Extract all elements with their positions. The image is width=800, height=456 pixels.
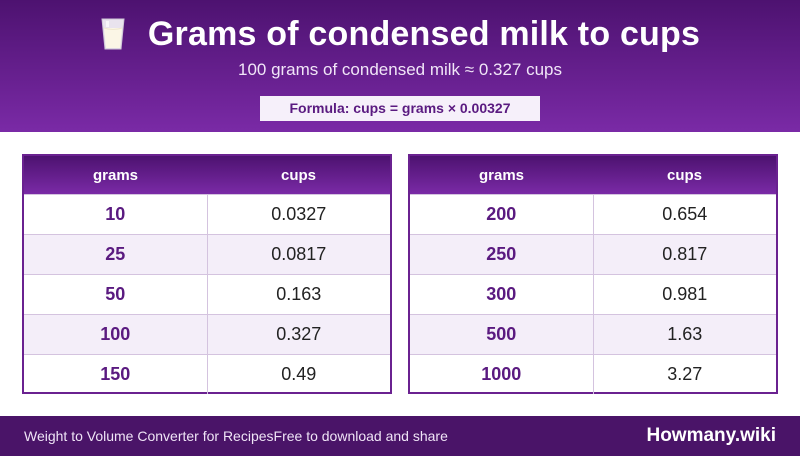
- table-row: 250 0.817: [410, 234, 776, 274]
- grams-cell: 10: [24, 195, 208, 234]
- grams-cell: 200: [410, 195, 594, 234]
- grams-cell: 500: [410, 315, 594, 354]
- grams-cell: 25: [24, 235, 208, 274]
- cups-cell: 0.817: [662, 244, 708, 264]
- table-row: 500 1.63: [410, 314, 776, 354]
- cups-cell: 0.49: [281, 364, 317, 384]
- milk-glass-icon: [101, 18, 125, 50]
- page-subtitle: 100 grams of condensed milk ≈ 0.327 cups: [237, 60, 562, 79]
- grams-cell: 250: [410, 235, 594, 274]
- cups-cell: 0.163: [276, 284, 322, 304]
- grams-cell: 50: [24, 275, 208, 314]
- cups-cell: 0.0817: [271, 244, 327, 264]
- table-row: 1000 3.27: [410, 354, 776, 394]
- table-row: 300 0.981: [410, 274, 776, 314]
- page-title: Grams of condensed milk to cups: [147, 14, 701, 53]
- title-row: Grams of condensed milk to cups: [0, 12, 800, 56]
- column-header-cups: cups: [666, 166, 702, 184]
- table-header: grams cups: [410, 156, 776, 194]
- table-row: 200 0.654: [410, 194, 776, 234]
- grams-cell: 300: [410, 275, 594, 314]
- cups-cell: 0.0327: [271, 204, 327, 224]
- table-row: 25 0.0817: [24, 234, 390, 274]
- cups-cell: 0.981: [662, 284, 708, 304]
- footer-bar: Weight to Volume Converter for RecipesFr…: [0, 416, 800, 456]
- column-header-cups: cups: [280, 166, 316, 184]
- column-header-grams: grams: [478, 166, 525, 184]
- grams-cell: 1000: [410, 355, 594, 394]
- conversion-table-right: grams cups 200 0.654 250 0.817 300 0.981…: [408, 154, 778, 394]
- brand-link[interactable]: Howmany.wiki: [646, 425, 776, 446]
- column-header-grams: grams: [92, 166, 139, 184]
- header-banner: Grams of condensed milk to cups 100 gram…: [0, 0, 800, 132]
- table-row: 150 0.49: [24, 354, 390, 394]
- conversion-table-left: grams cups 10 0.0327 25 0.0817 50 0.163 …: [22, 154, 392, 394]
- table-row: 50 0.163: [24, 274, 390, 314]
- footer-tagline: Weight to Volume Converter for RecipesFr…: [24, 428, 448, 444]
- formula-badge: Formula: cups = grams × 0.00327: [260, 96, 540, 121]
- grams-cell: 150: [24, 355, 208, 394]
- table-header: grams cups: [24, 156, 390, 194]
- cups-cell: 0.327: [276, 324, 322, 344]
- table-row: 100 0.327: [24, 314, 390, 354]
- grams-cell: 100: [24, 315, 208, 354]
- cups-cell: 3.27: [667, 364, 703, 384]
- table-row: 10 0.0327: [24, 194, 390, 234]
- cups-cell: 0.654: [662, 204, 708, 224]
- cups-cell: 1.63: [667, 324, 703, 344]
